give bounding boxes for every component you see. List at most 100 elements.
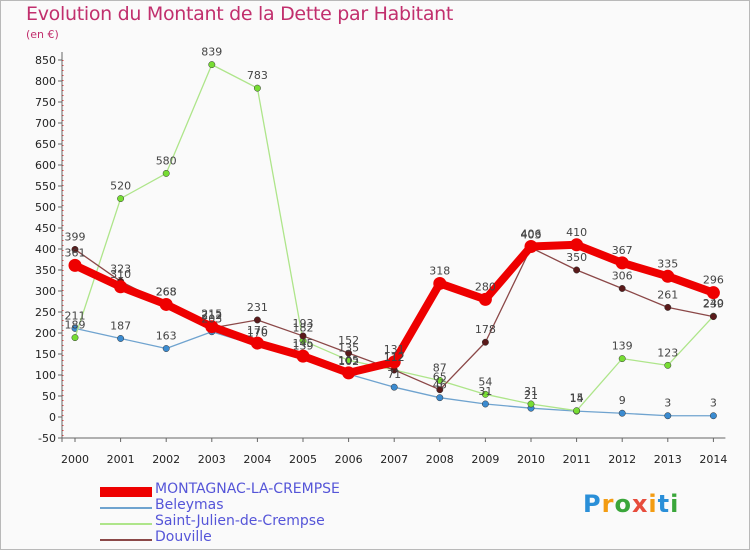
data-label-montagnac: 176 (247, 324, 268, 337)
y-tick-label: 850 (35, 54, 56, 67)
data-label-saint-julien: 31 (524, 385, 538, 398)
x-tick-label: 2011 (563, 453, 591, 466)
data-point-saint-julien (208, 61, 216, 69)
data-label-saint-julien: 54 (478, 375, 492, 388)
data-point-saint-julien (618, 355, 626, 363)
data-label-beleymas: 139 (293, 340, 314, 353)
data-label-saint-julien: 112 (384, 351, 405, 364)
data-label-montagnac: 131 (384, 343, 405, 356)
data-point-saint-julien (573, 407, 581, 415)
data-label-douville: 399 (65, 230, 86, 243)
data-label-beleymas: 71 (387, 368, 401, 381)
y-tick-label: 800 (35, 75, 56, 88)
x-tick-label: 2004 (243, 453, 271, 466)
logo-letter: o (614, 490, 632, 518)
x-tick-label: 2014 (699, 453, 727, 466)
x-tick-label: 2012 (608, 453, 636, 466)
y-tick-label: 100 (35, 369, 56, 382)
logo-letter: r (601, 490, 615, 518)
data-label-beleymas: 102 (338, 355, 359, 368)
data-label-saint-julien: 123 (657, 346, 678, 359)
data-label-saint-julien: 15 (570, 392, 584, 405)
logo-letter: i (670, 490, 680, 518)
data-label-beleymas: 21 (524, 389, 538, 402)
data-label-saint-julien: 87 (433, 361, 447, 374)
data-label-douville: 231 (247, 301, 268, 314)
data-label-douville: 306 (612, 269, 633, 282)
data-point-saint-julien (664, 361, 672, 369)
data-point-montagnac (615, 256, 629, 270)
x-tick-label: 2013 (654, 453, 682, 466)
data-label-saint-julien: 520 (110, 180, 131, 193)
data-point-douville (618, 285, 626, 292)
data-label-beleymas: 14 (570, 392, 584, 405)
data-point-montagnac (68, 258, 82, 272)
data-point-beleymas (117, 335, 125, 342)
data-label-beleymas: 3 (710, 397, 717, 410)
x-tick-label: 2009 (471, 453, 499, 466)
chart-subtitle: (en €) (26, 28, 59, 41)
y-tick-label: 500 (35, 201, 56, 214)
data-point-saint-julien (71, 334, 79, 342)
data-label-beleymas: 163 (156, 330, 177, 343)
data-label-douville: 212 (201, 309, 222, 322)
x-tick-label: 2006 (335, 453, 363, 466)
data-label-montagnac: 145 (293, 337, 314, 350)
data-label-beleymas: 46 (433, 379, 447, 392)
data-label-montagnac: 361 (65, 246, 86, 259)
y-tick-label: 150 (35, 348, 56, 361)
data-label-beleymas: 211 (65, 309, 86, 322)
legend-label-beleymas: Beleymas (155, 497, 224, 513)
data-label-montagnac: 268 (156, 285, 177, 298)
data-point-douville (299, 332, 307, 340)
data-label-beleymas: 187 (110, 319, 131, 332)
data-label-douville: 323 (110, 262, 131, 275)
data-label-beleymas: 9 (619, 394, 626, 407)
proxiti-logo: Proxiti (583, 490, 679, 518)
data-label-saint-julien: 139 (612, 340, 633, 353)
x-tick-label: 2003 (198, 453, 226, 466)
data-point-saint-julien (162, 169, 170, 177)
data-label-saint-julien: 182 (293, 322, 314, 335)
data-point-montagnac (250, 336, 264, 350)
data-label-saint-julien: 580 (156, 154, 177, 167)
y-tick-label: 0 (49, 411, 56, 424)
y-tick-label: 250 (35, 306, 56, 319)
data-label-saint-julien: 839 (201, 46, 222, 59)
data-point-montagnac (342, 366, 356, 380)
data-label-beleymas: 3 (664, 397, 671, 410)
data-label-douville: 350 (566, 251, 587, 264)
legend-swatch-douville (100, 539, 152, 541)
data-label-montagnac: 105 (338, 354, 359, 367)
y-tick-label: 200 (35, 327, 56, 340)
legend-swatch-montagnac (100, 487, 152, 497)
data-point-montagnac (114, 280, 128, 294)
data-point-douville (709, 313, 717, 321)
y-tick-label: 550 (35, 180, 56, 193)
data-point-douville (573, 266, 581, 274)
data-label-montagnac: 406 (521, 227, 542, 240)
data-label-douville: 112 (384, 351, 405, 364)
data-label-douville: 403 (521, 229, 542, 242)
data-point-saint-julien (253, 84, 261, 92)
data-point-beleymas (664, 412, 672, 420)
data-point-montagnac (205, 320, 219, 334)
data-point-douville (481, 338, 489, 346)
data-label-saint-julien: 240 (703, 297, 724, 310)
data-label-saint-julien: 783 (247, 69, 268, 82)
logo-letter: t (657, 490, 671, 518)
data-point-montagnac (570, 238, 584, 252)
data-label-saint-julien: 135 (338, 341, 359, 354)
data-point-montagnac (296, 349, 310, 363)
data-label-montagnac: 367 (612, 244, 633, 257)
legend-swatch-saint-julien (100, 523, 152, 525)
data-label-saint-julien: 189 (65, 319, 86, 332)
data-point-saint-julien (345, 356, 353, 364)
data-point-saint-julien (481, 390, 489, 398)
data-point-saint-julien (436, 377, 444, 384)
logo-letter: P (583, 490, 602, 518)
x-tick-label: 2002 (152, 453, 180, 466)
y-tick-label: 300 (35, 285, 56, 298)
data-point-montagnac (706, 286, 720, 300)
